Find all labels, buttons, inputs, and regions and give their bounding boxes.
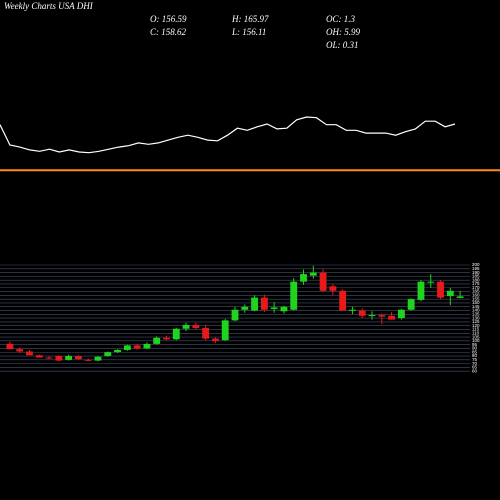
candle-body [260, 297, 268, 310]
ohlc-info: C: 158.62 [150, 27, 187, 37]
candle-body [26, 351, 33, 356]
candle-body [123, 345, 131, 350]
y-tick-label: 90 [472, 346, 478, 351]
candle-body [437, 281, 444, 298]
candle-body [427, 281, 435, 283]
candle-body [65, 356, 73, 360]
candle-body [202, 327, 210, 339]
candle-body [114, 349, 121, 353]
ohlc-info: OC: 1.3 [326, 14, 355, 24]
candle-body [74, 356, 82, 360]
candle-body [339, 290, 347, 311]
indicator-line [0, 116, 456, 154]
y-tick-label: 150 [472, 300, 480, 305]
y-tick-label: 110 [472, 330, 480, 335]
candle-body [251, 297, 258, 311]
candle-body [104, 352, 112, 357]
y-tick-label: 120 [472, 323, 480, 328]
candle-body [397, 309, 405, 319]
ohlc-info: OH: 5.99 [326, 27, 360, 37]
candle-body [45, 357, 53, 359]
candle-body [446, 290, 454, 297]
candle-body [378, 315, 386, 317]
y-tick-label: 65 [472, 365, 478, 370]
candle-body [35, 355, 43, 358]
candle-body [163, 337, 170, 340]
y-tick-label: 100 [472, 338, 480, 343]
y-tick-label: 105 [472, 334, 480, 339]
y-tick-label: 190 [472, 270, 480, 275]
y-tick-label: 155 [472, 296, 480, 301]
candle-body [192, 324, 200, 328]
candle-body [172, 328, 180, 340]
candle-body [319, 272, 327, 291]
candle-body [358, 310, 366, 316]
candle-body [55, 356, 63, 361]
candle-body [84, 359, 92, 361]
candle-body [94, 356, 102, 361]
candle-body [270, 307, 278, 309]
y-tick-label: 130 [472, 315, 480, 320]
y-tick-label: 145 [472, 304, 480, 309]
y-tick-label: 135 [472, 311, 480, 316]
candle-body [133, 345, 141, 349]
y-tick-label: 85 [472, 349, 478, 354]
ohlc-info: L: 156.11 [231, 27, 266, 37]
candle-body [182, 324, 190, 329]
y-tick-label: 60 [472, 368, 478, 373]
candle-body [212, 338, 219, 341]
candle-body [221, 320, 229, 341]
candle-body [349, 309, 356, 311]
candle-body [417, 281, 425, 300]
candle-body [280, 306, 288, 312]
y-tick-label: 95 [472, 342, 478, 347]
candle-body [153, 337, 161, 344]
candle-body [290, 281, 298, 310]
y-tick-label: 140 [472, 308, 480, 313]
candle-body [143, 343, 151, 349]
y-tick-label: 75 [472, 357, 478, 362]
ohlc-info: O: 156.59 [150, 14, 187, 24]
y-tick-label: 115 [472, 327, 480, 332]
y-tick-label: 165 [472, 289, 480, 294]
y-tick-label: 180 [472, 277, 480, 282]
candle-body [309, 272, 317, 276]
y-tick-label: 185 [472, 274, 480, 279]
y-tick-label: 70 [472, 361, 478, 366]
y-tick-label: 195 [472, 266, 480, 271]
candle-body [241, 306, 249, 310]
candle-body [456, 296, 464, 298]
y-tick-label: 160 [472, 293, 480, 298]
candle-body [388, 315, 396, 320]
y-tick-label: 80 [472, 353, 478, 358]
candle-body [16, 349, 24, 352]
y-tick-label: 175 [472, 281, 480, 286]
candle-body [329, 286, 337, 291]
y-tick-label: 170 [472, 285, 480, 290]
candle-body [300, 274, 307, 282]
candle-body [407, 299, 415, 310]
chart-title: Weekly Charts USA DHI [4, 1, 94, 11]
candle-body [6, 343, 14, 350]
candle-body [368, 315, 376, 317]
y-tick-label: 125 [472, 319, 480, 324]
candle-body [231, 309, 239, 321]
y-tick-label: 200 [472, 262, 480, 267]
ohlc-info: H: 165.97 [231, 14, 269, 24]
ohlc-info: OL: 0.31 [326, 40, 359, 50]
